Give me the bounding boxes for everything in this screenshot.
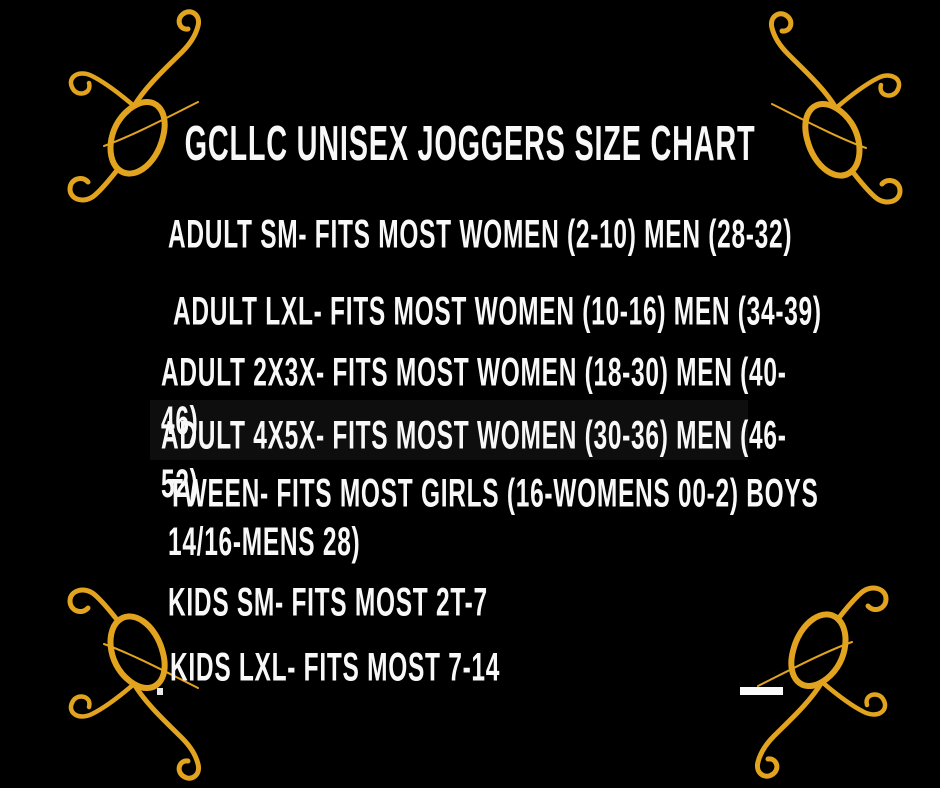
size-row-adult-4x5x: ADULT 4X5X- FITS MOST WOMEN (30-36) MEN …: [161, 413, 787, 507]
dot-mark: [157, 688, 163, 695]
size-row-kids-lxl: KIDS LXL- FITS MOST 7-14: [170, 645, 501, 691]
flourish-top-left-icon: [48, 6, 218, 204]
highlight-band: [150, 400, 748, 460]
size-row-adult-2x3x: ADULT 2X3X- FITS MOST WOMEN (18-30) MEN …: [161, 350, 787, 444]
flourish-top-right-icon: [752, 8, 922, 206]
size-row-adult-lxl: ADULT LXL- FITS MOST WOMEN (10-16) MEN (…: [173, 289, 822, 335]
size-row-adult-sm: ADULT SM- FITS MOST WOMEN (2-10) MEN (28…: [168, 212, 793, 258]
size-row-tween: TWEEN- FITS MOST GIRLS (16-WOMENS 00-2) …: [168, 471, 819, 565]
size-row-kids-sm: KIDS SM- FITS MOST 2T-7: [168, 580, 488, 626]
chart-title: GCLLC UNISEX JOGGERS SIZE CHART: [184, 117, 756, 172]
dash-mark: [740, 687, 783, 695]
